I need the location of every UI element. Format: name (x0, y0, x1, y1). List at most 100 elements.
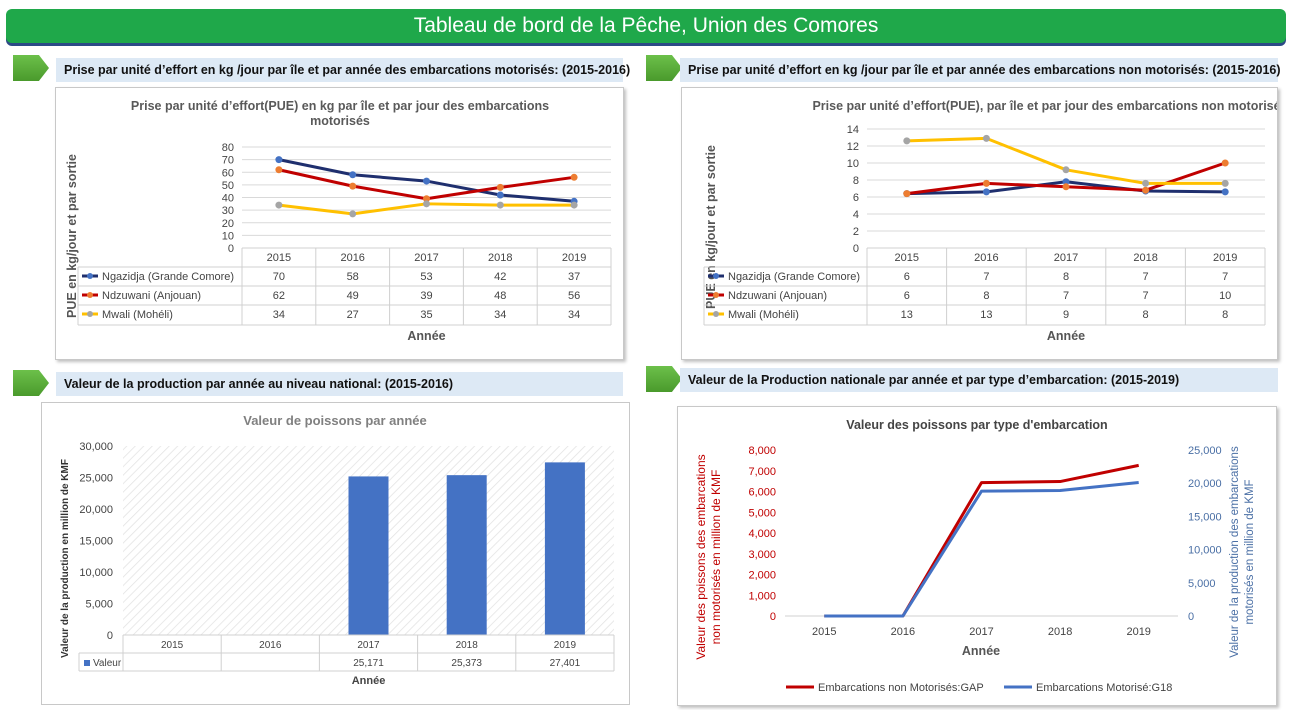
section-arrow-icon (13, 370, 49, 396)
table-value: 10 (1219, 290, 1231, 302)
data-point (903, 190, 911, 198)
y-tick-label: 80 (222, 142, 234, 154)
x-tick-label: 2017 (969, 626, 993, 638)
table-value: 53 (420, 271, 432, 283)
table-value: 34 (568, 309, 580, 321)
y-left-tick-label: 0 (770, 611, 776, 623)
legend-label: Ngazidja (Grande Comore) (102, 271, 234, 283)
data-point (349, 171, 357, 179)
section-header-nonmotorized-pue: Prise par unité d’effort en kg /jour par… (680, 58, 1281, 82)
dashboard-title: Tableau de bord de la Pêche, Union des C… (413, 14, 879, 37)
table-value: 6 (904, 271, 910, 283)
legend-label: Mwali (Mohéli) (728, 309, 799, 321)
x-tick-label: 2016 (891, 626, 915, 638)
y-tick-label: 0 (853, 243, 859, 255)
x-tick-label: 2017 (357, 640, 380, 651)
table-value: 37 (568, 271, 580, 283)
table-value: 35 (420, 309, 432, 321)
x-tick-label: 2015 (161, 640, 184, 651)
x-tick-label: 2016 (259, 640, 282, 651)
series-line (824, 481, 1139, 618)
data-point (1221, 188, 1229, 196)
table-value: 7 (1222, 271, 1228, 283)
table-value: 70 (273, 271, 285, 283)
y-tick-label: 12 (847, 141, 859, 153)
table-value: 34 (273, 309, 285, 321)
x-tick-label: 2016 (340, 252, 364, 264)
legend-label: Embarcations non Motorisés:GAP (818, 682, 984, 694)
table-value: 13 (901, 309, 913, 321)
y-right-tick-label: 5,000 (1188, 578, 1216, 590)
legend-label: Ngazidja (Grande Comore) (728, 271, 860, 283)
y-tick-label: 40 (222, 193, 234, 205)
y-tick-label: 30 (222, 205, 234, 217)
data-point (1221, 159, 1229, 167)
table-value: 62 (273, 290, 285, 302)
data-point (423, 195, 430, 203)
y-right-tick-label: 15,000 (1188, 511, 1222, 523)
data-point (903, 137, 911, 145)
y-left-tick-label: 7,000 (748, 466, 776, 478)
legend-marker (87, 311, 93, 317)
y-tick-label: 4 (853, 209, 859, 221)
y-right-tick-label: 20,000 (1188, 478, 1222, 490)
data-point (496, 201, 504, 209)
data-point (349, 210, 357, 218)
data-point (1062, 178, 1070, 186)
chart-panel-value-by-type: Valeur des poissons par type d'embarcati… (677, 406, 1277, 706)
x-tick-label: 2016 (974, 252, 998, 264)
section-header-motorized-pue: Prise par unité d’effort en kg /jour par… (56, 58, 630, 82)
y-tick-label: 50 (222, 180, 234, 192)
bar (544, 462, 585, 635)
bar (446, 475, 487, 635)
legend-swatch (84, 660, 90, 666)
y-tick-label: 70 (222, 155, 234, 167)
table-value: 56 (568, 290, 580, 302)
y-tick-label: 30,000 (79, 441, 113, 453)
table-value: 25,373 (451, 658, 482, 669)
chart-panel-motorized-pue: Prise par unité d’effort(PUE) en kg par … (55, 87, 624, 360)
y-left-tick-label: 4,000 (748, 528, 776, 540)
y-left-tick-label: 2,000 (748, 570, 776, 582)
data-point (1142, 186, 1150, 194)
data-point (275, 166, 283, 174)
y-tick-label: 0 (228, 243, 234, 255)
table-value: 9 (1063, 309, 1069, 321)
chart-title: Valeur des poissons par type d'embarcati… (846, 418, 1107, 432)
data-point (496, 191, 504, 199)
legend-marker (713, 292, 719, 298)
y-tick-label: 2 (853, 226, 859, 238)
data-point (275, 201, 283, 209)
legend-label: Mwali (Mohéli) (102, 309, 173, 321)
x-tick-label: 2015 (812, 626, 836, 638)
table-value: 27,401 (550, 658, 581, 669)
chart-national-value: Valeur de poissons par année 0 5,000 10,000… (60, 413, 615, 687)
y-tick-label: 60 (222, 167, 234, 179)
section-arrow-icon (13, 55, 49, 81)
chart-title: Prise par unité d’effort(PUE), par île e… (812, 99, 1277, 113)
x-tick-label: 2019 (1126, 626, 1150, 638)
table-value: 25,171 (353, 658, 384, 669)
section-header-value-by-type: Valeur de la Production nationale par an… (680, 368, 1278, 392)
y-tick-label: 20,000 (79, 504, 113, 516)
table-value: 8 (983, 290, 989, 302)
y-left-tick-label: 8,000 (748, 445, 776, 457)
x-tick-label: 2019 (1213, 252, 1237, 264)
x-tick-label: 2019 (554, 640, 577, 651)
legend-marker (87, 292, 93, 298)
data-point (1062, 166, 1070, 174)
series-line (906, 136, 1226, 185)
y-right-tick-label: 25,000 (1188, 445, 1222, 457)
chart-panel-national-value: Valeur de poissons par année 0 5,000 10,000… (41, 402, 630, 705)
legend-label: Ndzuwani (Anjouan) (102, 290, 201, 302)
table-value: 7 (1143, 271, 1149, 283)
x-axis-title: Année (1047, 329, 1085, 343)
chart-panel-nonmotorized-pue: Prise par unité d’effort(PUE), par île e… (681, 87, 1288, 360)
table-value: 13 (980, 309, 992, 321)
chart-title: motorisés (310, 114, 370, 128)
y-left-tick-label: 6,000 (748, 487, 776, 499)
chart-title: Valeur de poissons par année (243, 413, 427, 428)
y-tick-label: 14 (847, 124, 859, 136)
table-value: 48 (494, 290, 506, 302)
y-tick-label: 0 (107, 630, 113, 642)
